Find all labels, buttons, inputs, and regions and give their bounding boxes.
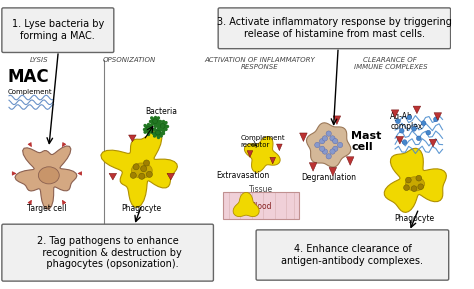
Circle shape bbox=[319, 138, 325, 144]
Circle shape bbox=[130, 172, 137, 178]
Circle shape bbox=[322, 136, 328, 141]
Circle shape bbox=[155, 130, 160, 135]
Text: 3. Activate inflammatory response by triggering
release of histamine from mast c: 3. Activate inflammatory response by tri… bbox=[217, 18, 452, 39]
Polygon shape bbox=[167, 173, 174, 180]
Polygon shape bbox=[309, 163, 317, 171]
Circle shape bbox=[412, 127, 417, 131]
Text: Tissue: Tissue bbox=[249, 185, 273, 194]
Circle shape bbox=[133, 164, 139, 170]
Polygon shape bbox=[233, 192, 259, 216]
Circle shape bbox=[330, 136, 335, 141]
Polygon shape bbox=[346, 157, 354, 165]
Circle shape bbox=[407, 115, 412, 120]
Polygon shape bbox=[245, 137, 280, 172]
Text: Bacteria: Bacteria bbox=[145, 107, 177, 116]
Circle shape bbox=[141, 166, 147, 172]
Circle shape bbox=[160, 124, 165, 128]
Polygon shape bbox=[429, 139, 437, 147]
Polygon shape bbox=[109, 173, 117, 180]
FancyBboxPatch shape bbox=[2, 8, 114, 53]
Circle shape bbox=[146, 127, 151, 131]
Polygon shape bbox=[329, 167, 337, 176]
Text: Phagocyte: Phagocyte bbox=[122, 204, 162, 213]
Text: Mast
cell: Mast cell bbox=[351, 131, 382, 152]
Polygon shape bbox=[396, 136, 404, 144]
FancyBboxPatch shape bbox=[218, 8, 451, 49]
Circle shape bbox=[319, 146, 325, 151]
Text: Ag-Ab
complex: Ag-Ab complex bbox=[391, 112, 423, 131]
FancyBboxPatch shape bbox=[256, 230, 449, 280]
Polygon shape bbox=[333, 116, 341, 125]
Text: 2. Tag pathogens to enhance
   recognition & destruction by
   phagocytes (opson: 2. Tag pathogens to enhance recognition … bbox=[33, 236, 182, 269]
Circle shape bbox=[326, 131, 331, 136]
Ellipse shape bbox=[406, 177, 425, 191]
Circle shape bbox=[402, 140, 407, 144]
Text: Blood: Blood bbox=[251, 202, 272, 211]
Text: Phagocyte: Phagocyte bbox=[394, 214, 434, 223]
Circle shape bbox=[333, 146, 338, 151]
Circle shape bbox=[426, 130, 431, 135]
Text: Extravasation: Extravasation bbox=[217, 171, 270, 179]
Circle shape bbox=[153, 119, 157, 124]
Circle shape bbox=[396, 119, 401, 124]
Polygon shape bbox=[434, 113, 442, 120]
Circle shape bbox=[144, 160, 150, 166]
Circle shape bbox=[315, 142, 320, 148]
Polygon shape bbox=[101, 131, 177, 208]
Text: MAC: MAC bbox=[7, 68, 49, 86]
Polygon shape bbox=[270, 157, 275, 164]
Circle shape bbox=[337, 142, 343, 148]
Text: 1. Lyse bacteria by
forming a MAC.: 1. Lyse bacteria by forming a MAC. bbox=[12, 19, 104, 41]
Text: ACTIVATION OF INFLAMMATORY
RESPONSE: ACTIVATION OF INFLAMMATORY RESPONSE bbox=[204, 57, 315, 70]
Polygon shape bbox=[300, 133, 307, 142]
Polygon shape bbox=[392, 110, 399, 117]
Circle shape bbox=[421, 121, 426, 125]
Text: 4. Enhance clearance of
antigen-antibody complexes.: 4. Enhance clearance of antigen-antibody… bbox=[282, 244, 423, 266]
Text: CLEARANCE OF
IMMUNE COMPLEXES: CLEARANCE OF IMMUNE COMPLEXES bbox=[354, 57, 427, 70]
Circle shape bbox=[406, 177, 411, 183]
Circle shape bbox=[416, 175, 422, 181]
Polygon shape bbox=[384, 148, 447, 212]
Circle shape bbox=[404, 185, 410, 190]
Text: Complement
receptor: Complement receptor bbox=[240, 136, 285, 149]
FancyBboxPatch shape bbox=[2, 224, 213, 281]
Text: LYSIS: LYSIS bbox=[30, 57, 49, 63]
Ellipse shape bbox=[131, 163, 152, 178]
Circle shape bbox=[400, 128, 404, 133]
Circle shape bbox=[330, 149, 335, 154]
Circle shape bbox=[417, 136, 421, 141]
Ellipse shape bbox=[38, 167, 59, 184]
Circle shape bbox=[418, 184, 424, 190]
Circle shape bbox=[139, 173, 145, 179]
Circle shape bbox=[322, 149, 328, 154]
Text: OPSONIZATION: OPSONIZATION bbox=[103, 57, 156, 63]
Polygon shape bbox=[247, 151, 253, 157]
Polygon shape bbox=[128, 135, 136, 142]
Text: Complement: Complement bbox=[8, 89, 53, 95]
Text: Target cell: Target cell bbox=[27, 204, 67, 213]
Polygon shape bbox=[276, 144, 282, 151]
Circle shape bbox=[146, 171, 153, 177]
Polygon shape bbox=[413, 106, 421, 114]
FancyBboxPatch shape bbox=[223, 192, 299, 219]
Circle shape bbox=[333, 138, 338, 144]
Polygon shape bbox=[15, 146, 77, 209]
Text: Degranulation: Degranulation bbox=[301, 173, 356, 182]
Circle shape bbox=[411, 186, 417, 191]
Polygon shape bbox=[307, 123, 351, 167]
Circle shape bbox=[434, 117, 438, 122]
Circle shape bbox=[326, 154, 331, 159]
